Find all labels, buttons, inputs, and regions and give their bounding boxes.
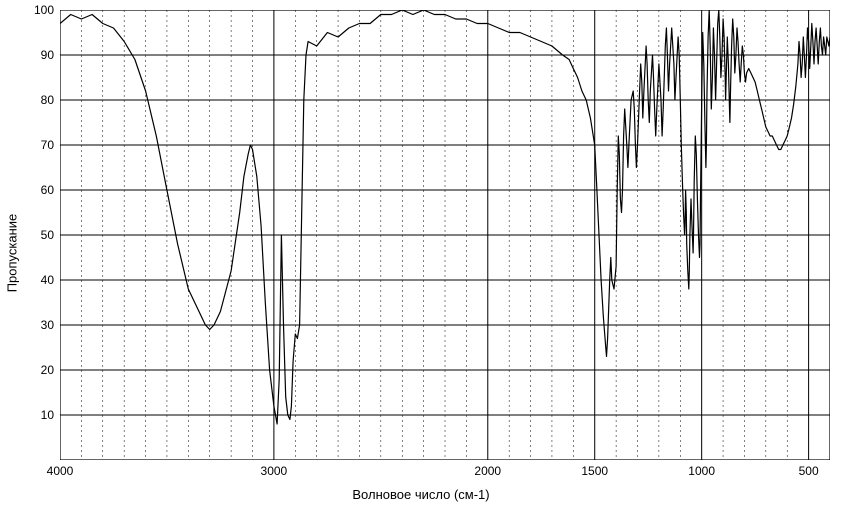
y-tick-label: 20 xyxy=(41,363,60,377)
x-tick-label: 3000 xyxy=(261,460,288,478)
y-tick-label: 30 xyxy=(41,318,60,332)
y-tick-label: 50 xyxy=(41,228,60,242)
plot-area: 4000300020001500100050010203040506070809… xyxy=(60,10,830,460)
y-tick-label: 100 xyxy=(34,3,60,17)
ir-spectrum-chart: Пропускание Волновое число (см-1) 400030… xyxy=(0,0,842,506)
plot-svg xyxy=(60,10,830,460)
y-tick-label: 70 xyxy=(41,138,60,152)
x-axis-label: Волновое число (см-1) xyxy=(352,487,489,502)
x-tick-label: 2000 xyxy=(474,460,501,478)
x-tick-label: 1000 xyxy=(688,460,715,478)
y-tick-label: 40 xyxy=(41,273,60,287)
y-axis-label: Пропускание xyxy=(4,214,19,293)
x-tick-label: 500 xyxy=(799,460,819,478)
y-tick-label: 10 xyxy=(41,408,60,422)
y-tick-label: 60 xyxy=(41,183,60,197)
x-tick-label: 4000 xyxy=(47,460,74,478)
y-tick-label: 90 xyxy=(41,48,60,62)
y-tick-label: 80 xyxy=(41,93,60,107)
x-tick-label: 1500 xyxy=(581,460,608,478)
